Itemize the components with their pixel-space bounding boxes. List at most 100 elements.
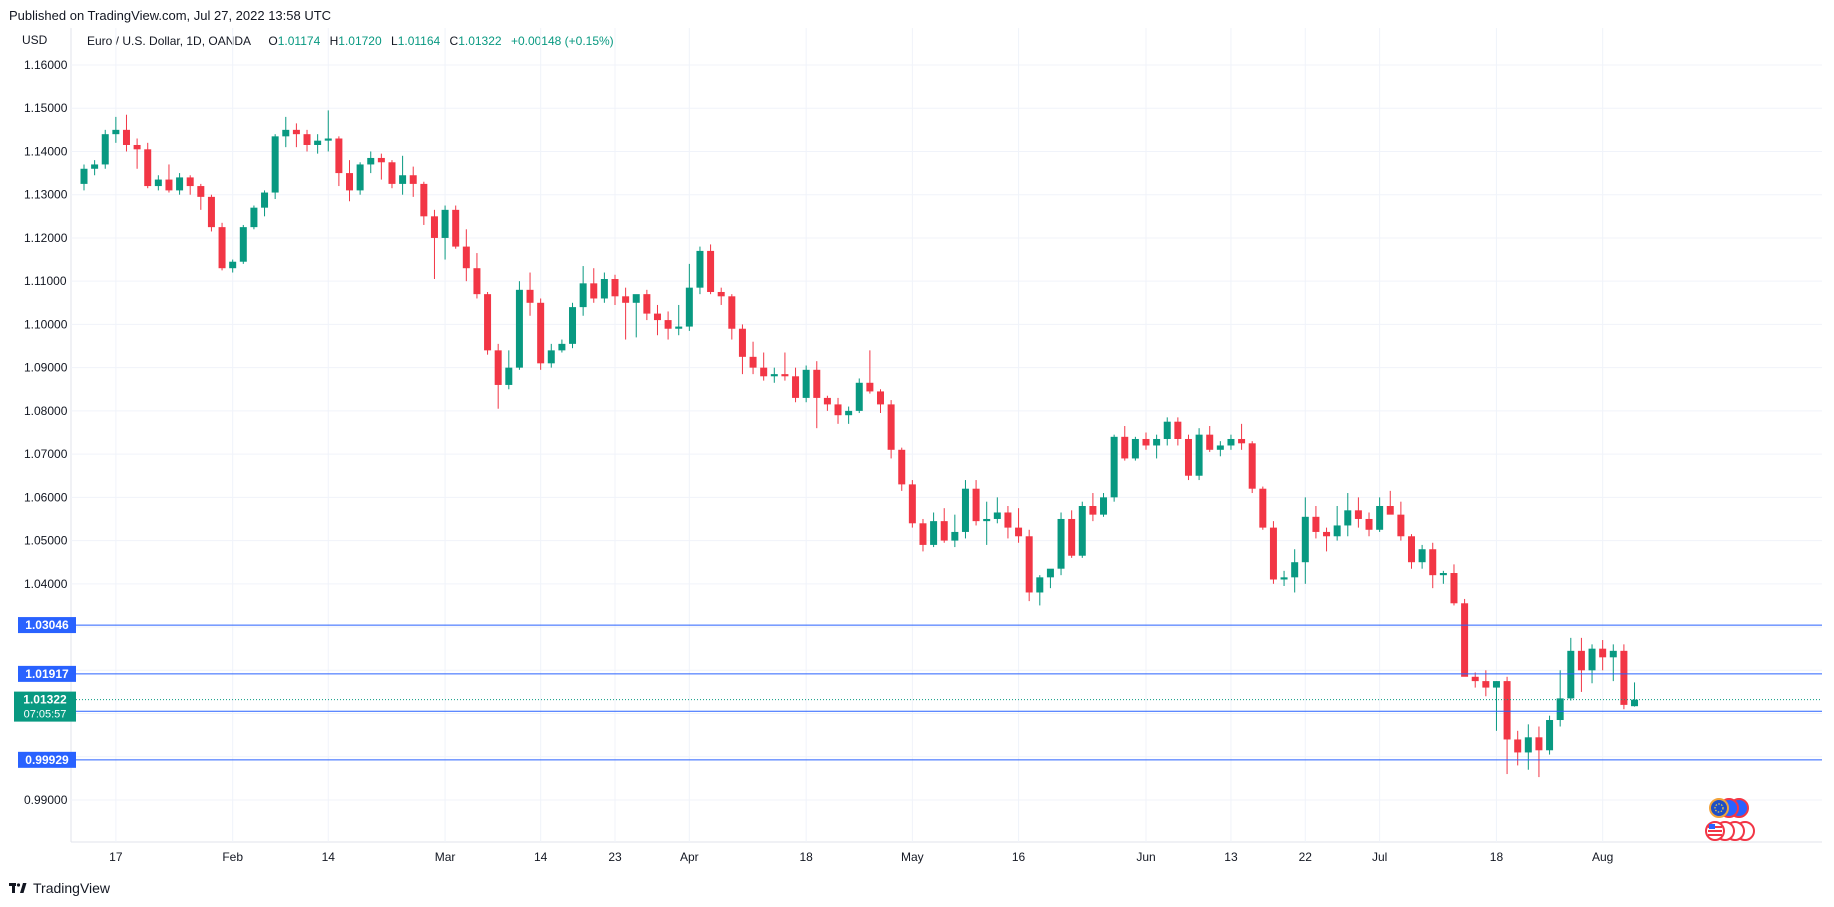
candle-body — [144, 149, 152, 187]
candle — [590, 268, 598, 303]
candle-body — [1397, 514, 1405, 537]
candle-body — [1269, 527, 1277, 580]
candle-body — [1312, 516, 1320, 532]
candle — [91, 160, 99, 176]
y-tick-label: 1.14000 — [24, 144, 68, 158]
candle — [1046, 568, 1054, 589]
candle — [930, 512, 938, 548]
candle — [1057, 512, 1065, 576]
candle — [855, 378, 863, 414]
tradingview-logo-icon — [9, 883, 27, 893]
candle-body — [80, 168, 88, 184]
candle — [1280, 570, 1288, 586]
candle — [972, 480, 980, 526]
candle — [760, 352, 768, 381]
event-flags[interactable] — [1705, 796, 1759, 846]
candle-body — [887, 404, 895, 450]
candle — [632, 294, 640, 338]
candle-body — [324, 138, 332, 141]
candle-body — [1386, 506, 1394, 515]
candle-body — [579, 283, 587, 308]
candle — [1333, 506, 1341, 541]
candle-body — [197, 186, 205, 197]
candle-body — [951, 531, 959, 541]
candle-body — [1184, 438, 1192, 476]
level-tag — [18, 617, 76, 634]
candle — [1238, 423, 1246, 450]
candle — [484, 291, 492, 355]
candle — [569, 302, 577, 349]
candle-body — [1344, 510, 1352, 526]
candle-body — [1068, 518, 1076, 556]
eu-flag-icon[interactable] — [1709, 798, 1749, 818]
candle-body — [1333, 525, 1341, 537]
candle — [1206, 426, 1214, 452]
x-tick-label: Apr — [680, 850, 699, 864]
tradingview-footer[interactable]: TradingView — [9, 880, 110, 896]
candle-body — [356, 164, 364, 191]
candle — [537, 298, 545, 370]
candle-body — [186, 177, 194, 187]
x-tick-label: Jun — [1136, 850, 1155, 864]
candle-body — [1577, 650, 1585, 671]
candle-body — [1408, 536, 1415, 563]
symbol-title[interactable]: Euro / U.S. Dollar, 1D, OANDA — [87, 34, 252, 48]
candle-body — [388, 162, 396, 184]
candle — [282, 116, 290, 148]
candle — [993, 497, 1001, 524]
x-tick-label: May — [901, 850, 924, 864]
candle — [898, 447, 906, 491]
candle-body — [1599, 648, 1607, 658]
candle — [80, 164, 88, 191]
horizontal-lines — [76, 624, 1822, 761]
candle — [176, 173, 184, 195]
y-tick-label: 1.16000 — [24, 58, 68, 72]
candle — [908, 480, 916, 528]
candle — [664, 311, 672, 340]
candle — [653, 304, 661, 336]
candle — [1323, 527, 1331, 552]
candle-body — [898, 449, 906, 485]
candle — [505, 350, 513, 390]
candle-body — [558, 343, 566, 351]
candle-body — [1089, 506, 1097, 515]
candle — [1556, 670, 1564, 727]
candle-body — [515, 289, 523, 368]
candle — [717, 287, 725, 305]
candle — [1259, 486, 1267, 530]
candle — [144, 142, 152, 189]
candle — [866, 350, 874, 394]
candle-body — [1216, 445, 1224, 450]
candle — [1535, 726, 1543, 778]
candle-body — [505, 367, 513, 385]
published-caption: Published on TradingView.com, Jul 27, 20… — [9, 8, 332, 23]
candle-body — [653, 313, 661, 321]
candle-body — [399, 175, 407, 184]
candle — [802, 365, 810, 403]
candle — [122, 114, 130, 152]
candle-body — [770, 374, 778, 377]
x-tick-label: 14 — [534, 850, 548, 864]
time-axis[interactable]: 17 Feb 14 Mar 14 23 Apr 18 May 16 Jun 13 22 Jul 18 Aug — [109, 850, 1613, 864]
candle-body — [1535, 737, 1543, 751]
x-tick-label: 22 — [1299, 850, 1313, 864]
candle-body — [1057, 518, 1065, 569]
candle-body — [749, 356, 757, 368]
candle-body — [112, 129, 120, 135]
candle — [101, 129, 109, 169]
candle-body — [229, 261, 237, 269]
candle — [197, 183, 205, 210]
candle — [1429, 542, 1437, 589]
candle — [462, 229, 470, 282]
x-tick-label: 17 — [109, 850, 123, 864]
candle-body — [1121, 436, 1129, 459]
candle — [346, 160, 353, 202]
candle-body — [1046, 568, 1054, 578]
price-axis[interactable]: 1.16000 1.15000 1.14000 1.13000 1.12000 1.110… — [24, 58, 68, 807]
candle — [1004, 506, 1012, 539]
us-flag-icon[interactable] — [1705, 821, 1755, 841]
x-tick-label: 13 — [1224, 850, 1238, 864]
candle — [1036, 575, 1044, 606]
candle-body — [877, 391, 884, 405]
